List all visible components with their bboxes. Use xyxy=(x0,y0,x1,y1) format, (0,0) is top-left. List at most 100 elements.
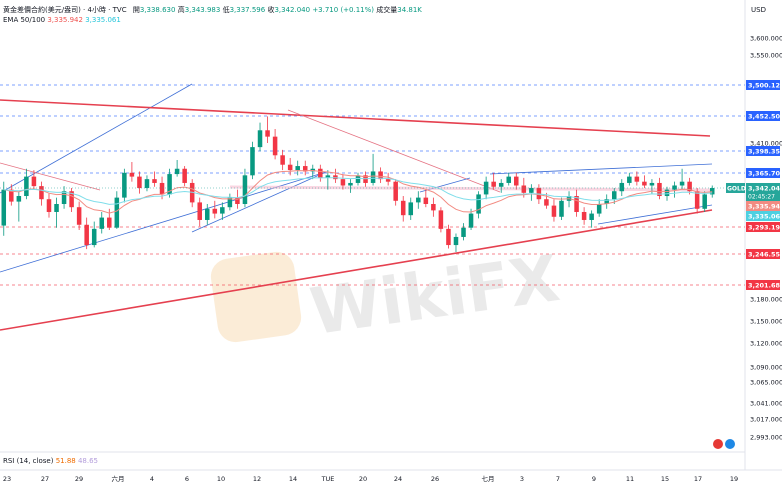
y-tick-label-9: 3,017.000 xyxy=(750,416,782,424)
x-tick-label-16: 9 xyxy=(592,475,596,483)
close-value: 3,342.040 xyxy=(274,6,311,14)
candle-body-4 xyxy=(31,176,37,187)
candle-body-7 xyxy=(54,204,59,212)
low-value: 3,337.596 xyxy=(229,6,266,14)
price-tag-0-bg xyxy=(746,80,780,90)
candle-body-28 xyxy=(212,208,218,214)
price-tag-6: 3,201.680 xyxy=(748,282,782,290)
blue-channel-segment[interactable] xyxy=(191,171,327,233)
x-tick-label-9: TUE xyxy=(321,475,335,483)
rsi-value: 51.88 xyxy=(55,457,76,465)
x-tick-label-17: 11 xyxy=(626,475,634,483)
y-tick-label-5: 3,120.000 xyxy=(750,340,782,348)
rsi-ma-value: 48.65 xyxy=(77,457,99,465)
x-tick-label-19: 17 xyxy=(694,475,702,483)
candle-body-38 xyxy=(287,164,293,171)
ema-label: EMA 50/100 xyxy=(3,16,46,24)
price-tag-1-bg xyxy=(746,111,780,121)
ema100-tag: 3,335.061 xyxy=(748,213,782,221)
y-tick-label-3: 3,180.000 xyxy=(750,296,782,304)
price-tag-6-bg xyxy=(746,280,780,290)
candle-body-70 xyxy=(529,188,534,193)
candle-body-18 xyxy=(137,176,142,189)
ema100-tag-bg xyxy=(746,211,780,221)
open-label: 開 xyxy=(132,6,140,14)
candle-body-67 xyxy=(506,176,511,183)
pink-zone-band[interactable] xyxy=(229,185,713,192)
candle-body-0 xyxy=(1,189,7,226)
blue-triangle-lower[interactable] xyxy=(597,204,713,225)
candle-body-29 xyxy=(220,207,225,214)
y-tick-label-0: 3,600.000 xyxy=(750,35,782,43)
candle-body-19 xyxy=(144,179,150,189)
volume-label: 成交量 xyxy=(376,6,398,14)
candle-body-14 xyxy=(107,217,112,228)
x-tick-label-20: 19 xyxy=(730,475,738,483)
x-tick-label-0: 23 xyxy=(3,475,11,483)
event-icon[interactable] xyxy=(713,439,723,449)
price-tag-5: 3,246.550 xyxy=(748,251,782,259)
currency-label[interactable]: USD xyxy=(751,6,766,14)
candle-body-63 xyxy=(476,194,481,214)
x-tick-label-7: 12 xyxy=(253,475,261,483)
x-tick-label-5: 6 xyxy=(185,475,189,483)
price-tag-2: 3,398.350 xyxy=(748,148,782,156)
change-value: +3.710 (+0.11%) xyxy=(312,6,375,14)
volume-value: 34.81K xyxy=(397,6,422,14)
candle-body-42 xyxy=(318,168,323,178)
rsi-legend[interactable]: RSI (14, close) 51.88 48.65 xyxy=(3,457,98,465)
candle-body-51 xyxy=(385,179,391,182)
blue-triangle-upper[interactable] xyxy=(489,163,713,175)
symbol-tag-bg xyxy=(726,183,745,193)
candle-body-47 xyxy=(355,175,361,183)
candle-body-39 xyxy=(295,166,300,171)
candle-body-5 xyxy=(39,186,44,200)
x-tick-label-12: 26 xyxy=(431,475,439,483)
high-label: 高 xyxy=(177,6,185,14)
price-tag-4: 3,293.198 xyxy=(748,224,782,232)
flag-icon[interactable] xyxy=(725,439,735,449)
ema-legend[interactable]: EMA 50/100 3,335.942 3,335.061 xyxy=(3,16,121,24)
candle-body-45 xyxy=(340,179,346,186)
x-tick-label-1: 27 xyxy=(41,475,49,483)
candle-body-3 xyxy=(24,176,29,197)
candle-body-58 xyxy=(438,210,444,229)
y-tick-label-2: 3,410.000 xyxy=(750,140,782,148)
candle-body-53 xyxy=(400,200,406,216)
candle-body-60 xyxy=(453,236,459,246)
price-tag-3: 3,365.700 xyxy=(748,170,782,178)
price-tag-0: 3,500.120 xyxy=(748,82,782,90)
x-tick-label-13: 七月 xyxy=(482,474,495,483)
candle-body-54 xyxy=(408,202,414,216)
candle-body-12 xyxy=(91,228,97,246)
candle-body-88 xyxy=(664,189,670,197)
candle-body-24 xyxy=(182,168,187,183)
x-tick-label-14: 3 xyxy=(520,475,524,483)
ema50-tag: 3,335.942 xyxy=(748,203,782,211)
symbol-title[interactable]: 黄金差價合約(美元/盎司) · 4小時 · TVC xyxy=(3,6,127,14)
last-price-tag: 3,342.040 xyxy=(748,185,782,193)
candle-body-44 xyxy=(333,175,338,180)
candle-body-15 xyxy=(114,197,120,228)
symbol-tag: GOLD xyxy=(727,186,746,193)
red-short-line[interactable] xyxy=(0,162,101,191)
ema50-value: 3,335.942 xyxy=(47,16,83,24)
x-tick-label-3: 六月 xyxy=(112,474,125,483)
y-tick-label-10: 2,993.000 xyxy=(750,434,782,442)
candle-body-1 xyxy=(9,189,14,202)
candle-body-78 xyxy=(589,213,594,220)
red-resistance-line[interactable] xyxy=(0,99,711,137)
candle-body-50 xyxy=(378,171,383,180)
candle-body-32 xyxy=(242,175,248,205)
red-support-line[interactable] xyxy=(0,209,713,331)
candle-body-43 xyxy=(325,175,331,178)
blue-channel-upper[interactable] xyxy=(0,83,193,194)
candle-body-34 xyxy=(257,130,263,148)
ema100-line xyxy=(3,177,713,205)
countdown-tag: 02:45:27 xyxy=(748,194,775,201)
candle-body-52 xyxy=(393,181,398,201)
candle-body-13 xyxy=(99,217,105,229)
red-descending-line[interactable] xyxy=(287,109,501,193)
